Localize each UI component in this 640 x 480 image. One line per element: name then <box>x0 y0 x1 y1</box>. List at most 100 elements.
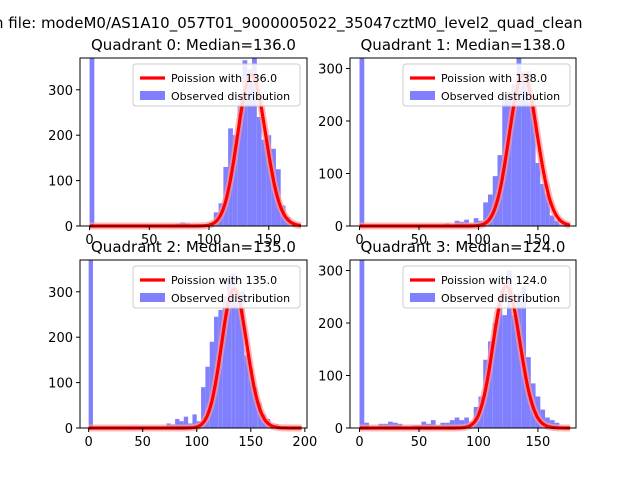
histogram-bar <box>89 58 95 226</box>
y-tick-label: 200 <box>48 331 73 346</box>
histogram-bar <box>487 194 493 226</box>
x-tick-label: 0 <box>85 233 93 248</box>
axes-frame <box>349 259 577 429</box>
chart-title: Quadrant 3: Median=124.0 <box>361 238 566 256</box>
histogram-bar <box>430 420 436 428</box>
x-tick-label: 100 <box>466 233 491 248</box>
legend-label-observed: Observed distribution <box>171 292 290 305</box>
histogram-bar <box>222 296 228 428</box>
histogram-bar <box>464 417 469 428</box>
y-tick-label: 0 <box>65 220 73 235</box>
legend-box <box>132 265 301 309</box>
x-tick-label: 100 <box>184 435 209 450</box>
legend-bar-swatch <box>140 91 165 100</box>
histogram-bar <box>227 278 232 428</box>
y-tick-label: 300 <box>318 63 343 78</box>
legend-label-poisson: Poission with 124.0 <box>441 274 547 287</box>
histogram-bar <box>473 218 479 226</box>
legend-box <box>132 63 301 107</box>
histogram-bar <box>239 291 245 428</box>
y-tick-label: 0 <box>335 422 343 437</box>
histogram-bar <box>530 94 536 226</box>
histogram-bar <box>540 184 546 226</box>
legend-label-observed: Observed distribution <box>441 90 560 103</box>
x-tick-label: 100 <box>466 435 491 450</box>
histogram-bar <box>252 58 257 226</box>
x-tick-label: 100 <box>197 233 222 248</box>
histogram-bar <box>261 139 267 226</box>
legend-label-observed: Observed distribution <box>441 292 560 305</box>
histogram-bar <box>492 323 498 428</box>
axes-frame <box>79 259 308 429</box>
y-tick-label: 200 <box>48 129 73 144</box>
histogram-bar <box>545 194 550 226</box>
histogram-bar <box>231 273 236 428</box>
histogram-bar <box>454 417 460 428</box>
poisson-curve-halo <box>88 285 302 432</box>
histogram-bar <box>244 355 249 428</box>
histogram-bar <box>192 414 197 428</box>
y-tick-label: 100 <box>318 370 343 385</box>
y-tick-label: 100 <box>48 175 73 190</box>
legend-label-poisson: Poission with 136.0 <box>171 72 277 85</box>
x-tick-label: 150 <box>526 435 551 450</box>
figure-title: n file: modeM0/AS1A10_057T01_9000005022_… <box>0 14 583 33</box>
x-tick-label: 200 <box>292 435 317 450</box>
y-tick-label: 300 <box>48 84 73 99</box>
histogram-bar <box>175 418 180 428</box>
poisson-curve <box>88 287 302 430</box>
x-tick-label: 0 <box>85 435 93 450</box>
histogram-bar <box>183 416 189 428</box>
histogram-bar <box>487 341 493 428</box>
x-tick-label: 50 <box>411 233 428 248</box>
histogram-bar <box>554 220 560 226</box>
y-tick-label: 300 <box>318 265 343 280</box>
histogram-bar <box>497 296 503 428</box>
axes-frame <box>79 57 308 227</box>
histogram-bar <box>526 71 531 226</box>
x-tick-label: 50 <box>141 233 158 248</box>
quadrant-1-chart: 0 50 100 150 0 100 200 300 Quadrant 1: Median=13… <box>318 36 577 248</box>
y-tick-label: 0 <box>335 220 343 235</box>
histogram-bar <box>516 58 522 226</box>
histogram-bar <box>521 76 527 226</box>
histogram-bar <box>516 294 522 428</box>
histogram-bar <box>483 202 488 226</box>
histogram-bar <box>248 368 253 428</box>
legend-bar-swatch <box>140 293 165 302</box>
x-tick-label: 0 <box>355 233 363 248</box>
y-tick-label: 200 <box>318 115 343 130</box>
legend-box <box>402 265 571 309</box>
y-tick-label: 100 <box>318 168 343 183</box>
quadrant-3-chart: 0 50 100 150 0 100 200 300 Quadrant 3: Median=12… <box>318 238 577 450</box>
y-tick-label: 300 <box>48 286 73 301</box>
histogram-bar <box>252 387 258 428</box>
y-tick-label: 200 <box>318 317 343 332</box>
legend-bar-swatch <box>410 293 435 302</box>
x-tick-label: 0 <box>355 435 363 450</box>
histogram-bar <box>359 260 365 428</box>
histogram-bar <box>449 420 455 428</box>
legend-label-poisson: Poission with 135.0 <box>171 274 277 287</box>
histogram-bar <box>235 291 240 428</box>
quadrant-2-chart: 0 50 100 150 200 0 100 200 300 Quadrant 2: Median… <box>48 238 317 450</box>
histogram-bar <box>266 135 272 226</box>
y-tick-label: 100 <box>48 377 73 392</box>
x-tick-label: 50 <box>134 435 151 450</box>
x-tick-label: 150 <box>238 435 263 450</box>
histogram-bar <box>507 270 512 428</box>
histogram-bar <box>511 315 517 428</box>
legend-label-poisson: Poission with 138.0 <box>441 72 547 85</box>
y-tick-label: 0 <box>65 422 73 437</box>
histogram-bar <box>507 92 512 226</box>
chart-title: Quadrant 1: Median=138.0 <box>361 36 566 54</box>
chart-title: Quadrant 0: Median=136.0 <box>91 36 296 54</box>
histogram-bar <box>459 420 465 428</box>
histogram-bar <box>511 84 517 226</box>
histogram-bar <box>201 387 206 428</box>
histogram-bar <box>502 315 508 428</box>
histogram-bar <box>549 215 555 226</box>
histogram-bar <box>237 103 243 226</box>
histogram-bar <box>88 260 93 428</box>
legend-bar-swatch <box>410 91 435 100</box>
